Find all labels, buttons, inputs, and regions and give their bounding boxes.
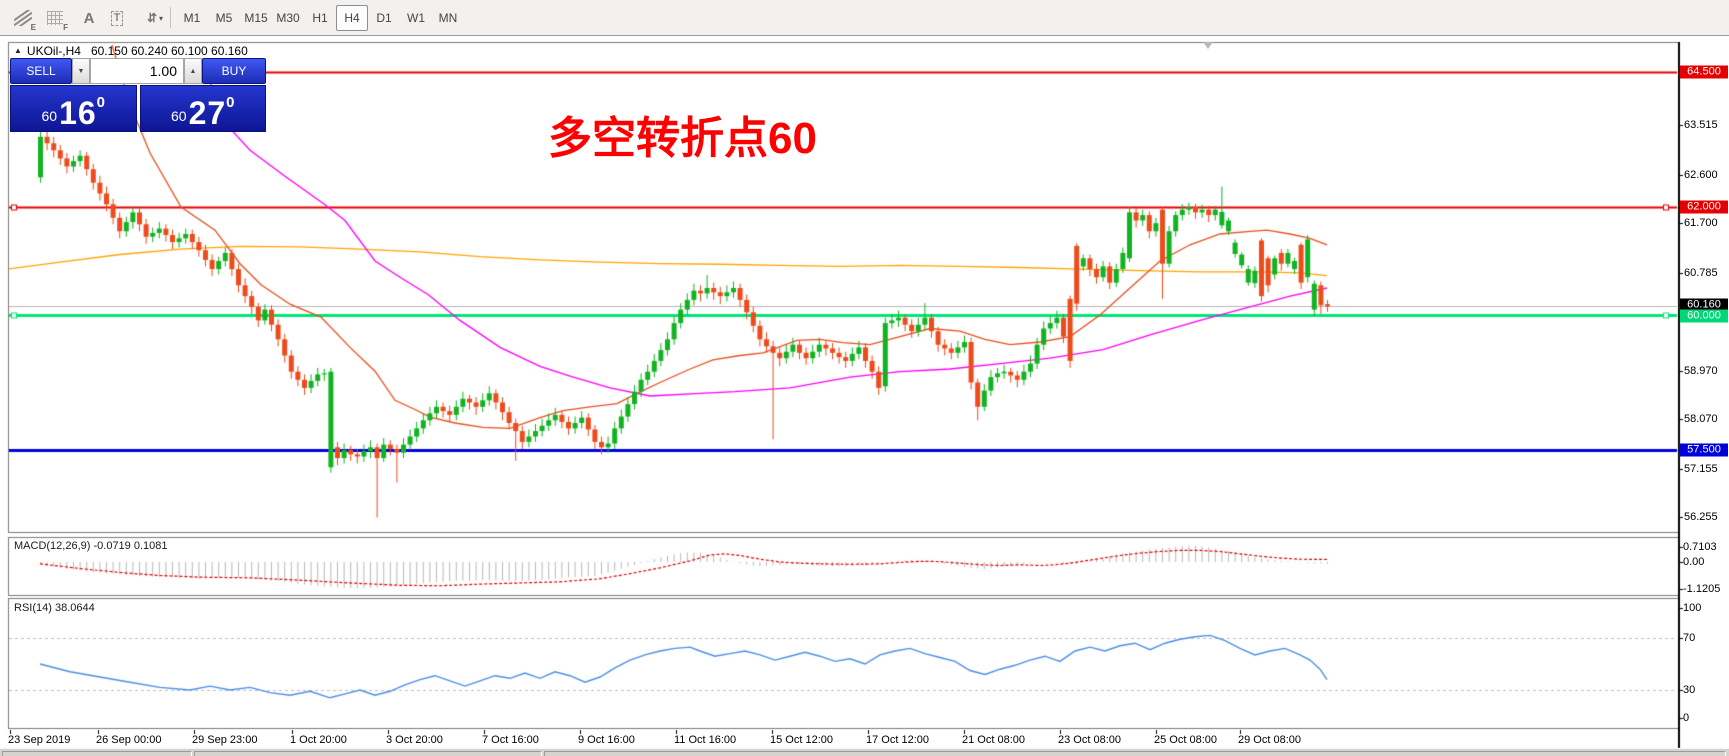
- indicator-tick-label: 100: [1683, 602, 1702, 614]
- price-tick-label: 57.155: [1684, 463, 1718, 475]
- text-label-icon[interactable]: A: [74, 4, 104, 32]
- sell-button[interactable]: SELL: [10, 58, 72, 84]
- price-tick-label: 58.970: [1684, 365, 1718, 377]
- status-bar: [0, 748, 1729, 756]
- chart-text-annotation: 多空转折点60: [548, 114, 817, 163]
- time-tick-label: 7 Oct 16:00: [482, 734, 539, 746]
- macd-name: MACD(12,26,9): [14, 540, 91, 552]
- ohlc-values: 60.150 60.240 60.100 60.160: [90, 44, 248, 58]
- time-tick-label: 11 Oct 16:00: [674, 734, 737, 746]
- indicator-tick-label: 0.00: [1683, 556, 1705, 568]
- sell-price-display[interactable]: 60 16 0: [10, 85, 137, 132]
- time-tick-label: 25 Oct 08:00: [1154, 734, 1217, 746]
- price-badge: 60.000: [1680, 309, 1728, 323]
- time-tick-label: 15 Oct 12:00: [770, 734, 833, 746]
- price-badge: 57.500: [1680, 443, 1728, 457]
- indicator-tick-label: 0: [1683, 712, 1690, 724]
- symbol-period-label: UKOil-,H4: [26, 44, 81, 58]
- buy-price-display[interactable]: 60 27 0: [139, 85, 266, 132]
- status-cell: [544, 751, 1726, 756]
- tool-badge: E: [30, 23, 36, 32]
- text-box-icon[interactable]: T: [102, 4, 132, 32]
- chevron-down-icon: ▾: [159, 13, 164, 23]
- toolbar-separator: [170, 7, 171, 28]
- grid-glyph-icon: [47, 11, 63, 25]
- letter-a-glyph: A: [83, 9, 95, 27]
- time-tick-label: 29 Sep 23:00: [192, 734, 258, 746]
- indicator-tick-label: 70: [1683, 632, 1696, 644]
- chart-shift-marker-icon[interactable]: [1203, 42, 1213, 49]
- indicator-tick-label: 0.7103: [1683, 541, 1717, 553]
- timeframe-button-h1[interactable]: H1: [312, 11, 328, 25]
- volume-increase-button[interactable]: ▲: [184, 58, 202, 84]
- timeframe-button-m5[interactable]: M5: [215, 11, 233, 25]
- macd-label: MACD(12,26,9) -0.0719 0.1081: [14, 540, 168, 552]
- tool-badge: F: [63, 23, 68, 32]
- rsi-name: RSI(14): [14, 602, 52, 614]
- chart-title: ▲ UKOil-,H4 60.150 60.240 60.100 60.160: [14, 44, 248, 58]
- time-tick-label: 26 Sep 00:00: [96, 734, 162, 746]
- time-tick-label: 21 Oct 08:00: [962, 734, 1025, 746]
- sell-price-main: 60: [41, 108, 58, 124]
- rsi-value: 38.0644: [54, 602, 95, 614]
- price-badge: 64.500: [1680, 65, 1728, 79]
- fibo-grid-icon[interactable]: F: [40, 4, 70, 32]
- buy-price-pips: 27: [188, 95, 227, 131]
- status-cell: [2, 751, 192, 756]
- timeframe-button-m1[interactable]: M1: [183, 11, 201, 25]
- price-tick-label: 61.700: [1684, 217, 1718, 229]
- timeframe-button-m15[interactable]: M15: [244, 11, 268, 25]
- buy-price-sup: 0: [226, 94, 235, 111]
- arrows-glyph: ⇵: [146, 11, 158, 25]
- collapse-triangle-icon[interactable]: ▲: [14, 46, 22, 55]
- buy-button[interactable]: BUY: [202, 58, 266, 84]
- time-tick-label: 3 Oct 20:00: [386, 734, 443, 746]
- rsi-label: RSI(14) 38.0644: [14, 602, 95, 614]
- price-tick-label: 60.785: [1684, 267, 1718, 279]
- timeframe-button-w1[interactable]: W1: [407, 11, 425, 25]
- time-tick-label: 23 Oct 08:00: [1058, 734, 1121, 746]
- arrow-tools-icon[interactable]: ⇵ ▾: [136, 4, 174, 32]
- time-tick-label: 1 Oct 20:00: [290, 734, 347, 746]
- price-tick-label: 63.515: [1684, 119, 1718, 131]
- price-badge: 62.000: [1680, 200, 1728, 214]
- timeframe-button-h4[interactable]: H4: [336, 5, 368, 31]
- time-tick-label: 29 Oct 08:00: [1238, 734, 1301, 746]
- time-tick-label: 9 Oct 16:00: [578, 734, 635, 746]
- sell-price-pips: 16: [59, 95, 97, 131]
- time-tick-label: 17 Oct 12:00: [866, 734, 929, 746]
- channel-lines-icon: [14, 10, 32, 26]
- volume-input[interactable]: 1.00: [90, 58, 184, 84]
- equidistant-channel-icon[interactable]: E: [8, 4, 38, 32]
- toolbar: E F A T ⇵ ▾ M1 M5 M15 M30 H1 H4 D1 W1 MN: [0, 0, 1729, 36]
- one-click-trade-panel: SELL ▼ 1.00 ▲ BUY 60 16 0 60 27 0: [10, 58, 266, 132]
- time-tick-label: 23 Sep 2019: [8, 734, 71, 746]
- timeframe-button-m30[interactable]: M30: [276, 11, 300, 25]
- letter-t-glyph: T: [110, 10, 124, 26]
- indicator-tick-label: -1.1205: [1683, 583, 1721, 595]
- price-tick-label: 58.070: [1684, 413, 1718, 425]
- timeframe-button-d1[interactable]: D1: [376, 11, 392, 25]
- sell-price-sup: 0: [96, 94, 105, 111]
- indicator-tick-label: 30: [1683, 684, 1696, 696]
- status-cell: [194, 751, 542, 756]
- volume-decrease-button[interactable]: ▼: [72, 58, 90, 84]
- price-tick-label: 56.255: [1684, 511, 1718, 523]
- timeframe-button-mn[interactable]: MN: [438, 11, 458, 25]
- price-tick-label: 62.600: [1684, 169, 1718, 181]
- price-badge: 60.160: [1680, 298, 1728, 312]
- macd-values: -0.0719 0.1081: [93, 540, 168, 552]
- buy-price-main: 60: [170, 108, 187, 124]
